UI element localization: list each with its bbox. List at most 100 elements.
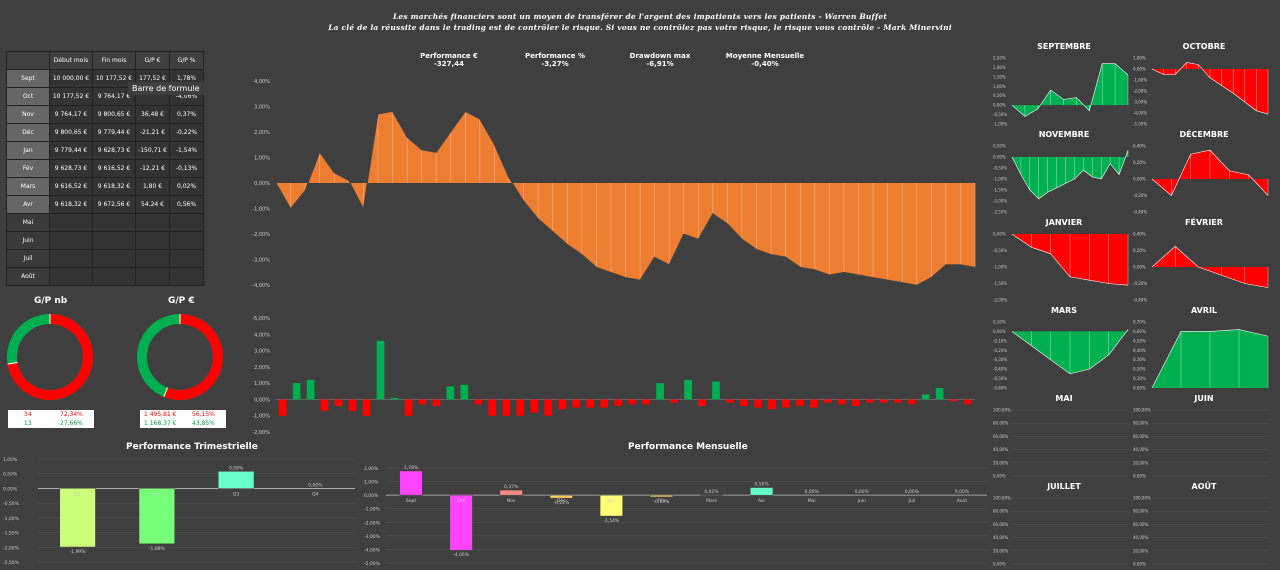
trade-bar xyxy=(935,388,944,400)
table-cell[interactable]: 9 800,65 € xyxy=(92,105,136,124)
tick-label: -3,00% xyxy=(364,534,381,540)
mini-tick-label: -0,50% xyxy=(993,376,1007,381)
trade-bar xyxy=(740,399,748,406)
kpi-drawdown-max: Drawdown max -6,91% xyxy=(610,52,710,68)
mini-tick-label: -0,50% xyxy=(993,166,1007,171)
trade-bar xyxy=(670,399,678,403)
table-cell[interactable]: -21,21 € xyxy=(135,123,170,142)
mini-area xyxy=(1012,63,1128,117)
category-label: Q1 xyxy=(74,491,81,497)
mini-chart: 1,00% 0,00% -1,00% -2,00% -3,00% -4,00% -5,00% xyxy=(1133,56,1269,127)
mini-chart-title: DÉCEMBRE xyxy=(1179,130,1229,139)
mini-tick-label: -2,50% xyxy=(993,210,1007,215)
table-cell[interactable]: 9 628,73 € xyxy=(49,159,93,178)
table-cell[interactable]: 36,48 € xyxy=(135,105,170,124)
table-cell[interactable]: -12,21 € xyxy=(135,159,170,178)
quote-minervini: La clé de la réussite dans le trading es… xyxy=(328,23,952,32)
table-cell[interactable] xyxy=(169,213,204,232)
table-cell[interactable]: 9 764,17 € xyxy=(92,87,136,106)
table-cell[interactable]: 54,24 € xyxy=(135,195,170,214)
mini-tick-label: 20,00% xyxy=(993,460,1008,465)
table-cell[interactable] xyxy=(92,231,136,250)
table-cell[interactable]: Avr xyxy=(6,195,50,214)
equity-tick-label: 4,00% xyxy=(254,79,270,85)
category-label: Déc xyxy=(557,497,566,504)
trade-bar xyxy=(348,399,357,411)
trade-bar xyxy=(893,399,902,403)
table-cell[interactable]: Juil xyxy=(6,249,50,268)
table-cell[interactable]: 9 779,44 € xyxy=(92,123,136,142)
table-cell[interactable] xyxy=(169,267,204,286)
table-cell[interactable]: -150,71 € xyxy=(135,141,170,160)
table-cell[interactable]: 10 177,52 € xyxy=(49,87,93,106)
table-cell[interactable] xyxy=(169,249,204,268)
trade-bar xyxy=(782,399,790,408)
donut-eur-title: G/P € xyxy=(168,296,195,306)
table-cell[interactable]: 0,02% xyxy=(169,177,204,196)
table-cell[interactable]: Juin xyxy=(6,231,50,250)
table-cell[interactable]: Fév xyxy=(6,159,50,178)
trades-tick-label: 0,00% xyxy=(254,397,270,403)
table-cell[interactable]: 9 764,17 € xyxy=(49,105,93,124)
table-cell[interactable]: 9 618,32 € xyxy=(49,195,93,214)
kpi-moyenne-mensuelle: Moyenne Mensuelle -0,40% xyxy=(715,52,815,68)
trade-bar xyxy=(907,399,916,405)
trade-bar xyxy=(754,399,762,408)
table-cell[interactable]: Jan xyxy=(6,141,50,160)
table-cell[interactable]: Oct xyxy=(6,87,50,106)
mini-chart-title: OCTOBRE xyxy=(1182,42,1226,51)
table-cell[interactable] xyxy=(169,231,204,250)
table-cell[interactable]: 1,80 € xyxy=(135,177,170,196)
tick-label: 2,00% xyxy=(364,466,379,472)
trade-bar xyxy=(921,394,930,400)
table-cell[interactable]: 0,56% xyxy=(169,195,204,214)
donut-separator xyxy=(7,361,18,365)
mini-tick-label: 0,00% xyxy=(1133,265,1146,270)
table-cell[interactable] xyxy=(135,249,170,268)
trade-bar xyxy=(334,399,343,406)
table-header-fin: Fin mois xyxy=(92,51,136,70)
eur-win-pct: 43,85% xyxy=(192,420,215,427)
table-cell[interactable]: Mars xyxy=(6,177,50,196)
table-cell[interactable]: Nov xyxy=(6,105,50,124)
table-cell[interactable] xyxy=(49,231,93,250)
mini-tick-label: 0,20% xyxy=(1133,367,1146,372)
trade-bar xyxy=(502,399,511,416)
table-cell[interactable] xyxy=(92,213,136,232)
trade-bar xyxy=(530,399,539,413)
table-cell[interactable]: 9 618,32 € xyxy=(92,177,136,196)
table-cell[interactable]: 9 616,52 € xyxy=(92,159,136,178)
mini-tick-label: 40,00% xyxy=(993,447,1008,452)
table-cell[interactable] xyxy=(135,213,170,232)
table-cell[interactable]: 9 672,56 € xyxy=(92,195,136,214)
table-cell[interactable] xyxy=(92,249,136,268)
table-cell[interactable]: 10 000,00 € xyxy=(49,69,93,88)
category-label: Juil xyxy=(908,498,916,504)
table-cell[interactable]: 9 616,52 € xyxy=(49,177,93,196)
table-cell[interactable] xyxy=(135,267,170,286)
table-cell[interactable]: 9 779,44 € xyxy=(49,141,93,160)
value-label: -0,22% xyxy=(553,500,570,506)
nb-loss-count: 34 xyxy=(24,411,32,418)
mini-tick-label: 0,00% xyxy=(993,329,1006,334)
tick-label: 1,00% xyxy=(364,480,379,486)
table-cell[interactable] xyxy=(49,249,93,268)
mini-tick-label: -1,50% xyxy=(993,281,1007,286)
mini-chart: 0,50% 0,00% -0,50% -1,00% -1,50% -2,00% -2,50% xyxy=(993,144,1129,215)
category-label: Fév xyxy=(658,497,666,504)
table-cell[interactable] xyxy=(135,231,170,250)
table-cell[interactable]: 9 800,65 € xyxy=(49,123,93,142)
table-cell[interactable] xyxy=(49,267,93,286)
table-cell[interactable]: 0,37% xyxy=(169,105,204,124)
table-cell[interactable]: 9 628,73 € xyxy=(92,141,136,160)
table-cell[interactable]: Sept xyxy=(6,69,50,88)
table-cell[interactable] xyxy=(49,213,93,232)
table-cell[interactable]: -1,54% xyxy=(169,141,204,160)
mini-tick-label: 0,00% xyxy=(1133,67,1146,72)
table-cell[interactable]: Déc xyxy=(6,123,50,142)
table-cell[interactable]: Mai xyxy=(6,213,50,232)
table-cell[interactable]: -0,13% xyxy=(169,159,204,178)
table-cell[interactable]: Août xyxy=(6,267,50,286)
table-cell[interactable] xyxy=(92,267,136,286)
table-cell[interactable]: -0,22% xyxy=(169,123,204,142)
